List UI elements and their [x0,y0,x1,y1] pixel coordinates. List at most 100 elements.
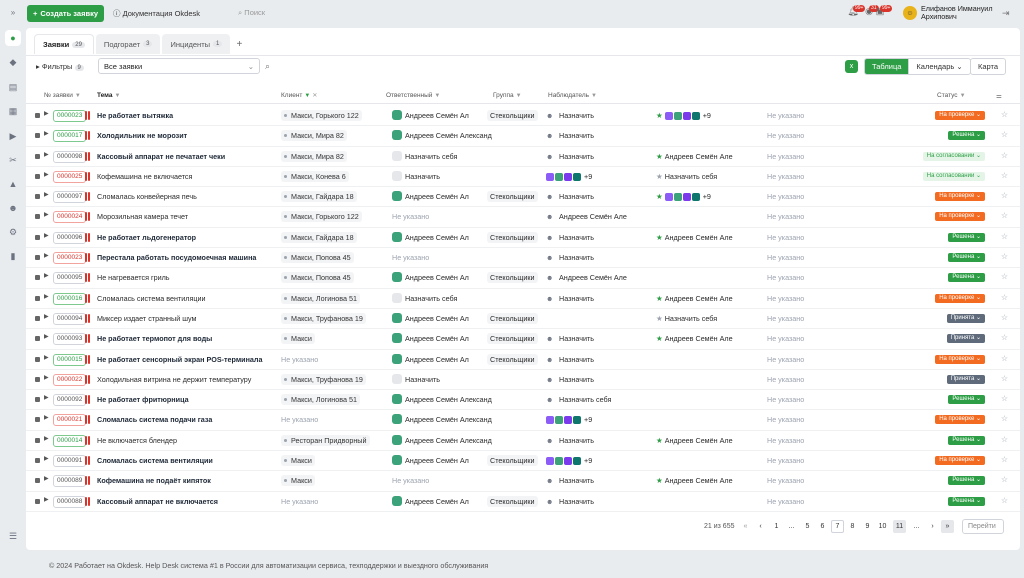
filter-active-icon[interactable]: ▼ [304,93,311,99]
favorite-star-icon[interactable]: ☆ [1000,292,1008,302]
request-number[interactable]: 0000088 [53,495,87,508]
inbox-icon[interactable]: ▣ 99+ [875,5,893,16]
table-row[interactable]: ▶ 0000092 Не работает фритюрница Макси, Лог… [26,390,1020,411]
view-calendar-button[interactable]: Календарь ⌄ [916,62,963,71]
responsible-cell[interactable]: Андреев Семён Ал [392,191,469,202]
responsible-cell[interactable]: Андреев Семён Ал [392,495,469,507]
table-row[interactable]: ▶ 0000017 Холодильник не морозит Макси, Мир… [26,126,1020,147]
table-row[interactable]: ▶ 0000023 Не работает вытяжка Макси, Горько… [26,106,1020,127]
watcher-cell[interactable]: ★ Андреев Семён Але [656,293,733,303]
request-theme[interactable]: Не работает фритюрница [97,395,189,405]
table-row[interactable]: ▶ 0000014 Не включается блендер Ресторан Пр… [26,431,1020,452]
responsible-cell[interactable]: Андреев Семён Ал [392,455,469,466]
request-number[interactable]: 0000017 [53,130,87,143]
notifications-icon[interactable]: 🔔︎ 99+ [847,5,866,16]
status-badge[interactable]: Принята ⌄ [946,313,985,323]
client-cell[interactable]: Не указано [281,354,319,364]
observer-cell[interactable]: ☻ Назначить [546,111,595,120]
table-row[interactable]: ▶ 0000097 Сломалась конвейерная печь Макси,… [26,187,1020,208]
filter-icon[interactable]: ▼ [959,93,966,99]
responsible-cell[interactable]: Не указано [392,253,430,263]
status-badge[interactable]: На согласовании ⌄ [922,151,985,161]
group-cell[interactable]: Стекольщики [487,312,538,324]
page-6[interactable]: 6 [820,523,825,530]
watcher-cell[interactable]: ★ Андреев Семён Але [656,151,733,161]
client-cell[interactable]: Макси, Гайдара 18 [281,231,357,243]
request-number[interactable]: 0000091 [53,455,87,468]
col-responsible[interactable]: Ответственный ▼ [386,92,441,99]
col-number[interactable]: № заявки ▼ [44,92,81,99]
col-theme[interactable]: Тема ▼ [97,92,121,99]
status-badge[interactable]: На проверке ⌄ [935,111,985,120]
group-cell[interactable]: Стекольщики [487,333,538,345]
request-number[interactable]: 0000025 [53,170,87,183]
observer-cell[interactable]: ☻ Назначить [546,232,595,242]
expand-row-icon[interactable]: ▶ [44,151,49,158]
clear-filter-icon[interactable]: ✕ [312,93,318,99]
responsible-cell[interactable]: Андреев Семён Ал [392,333,469,344]
expand-sidebar-icon[interactable]: » [10,7,16,17]
observer-cell[interactable]: ☻ Андреев Семён Але [546,212,627,222]
observer-cell[interactable]: +9 [546,455,592,468]
table-row[interactable]: ▶ 0000022 Холодильная витрина не держит те… [26,370,1020,391]
expand-row-icon[interactable]: ▶ [44,273,49,280]
sidebar-item-documents[interactable]: ▤ [5,79,21,95]
favorite-star-icon[interactable]: ☆ [1000,495,1008,505]
sidebar-item-configure[interactable]: ☰ [5,528,21,544]
request-number[interactable]: 0000094 [53,312,87,325]
page-1[interactable]: 1 [774,523,779,530]
favorite-star-icon[interactable]: ☆ [1000,191,1008,201]
client-cell[interactable]: Макси [281,475,315,487]
goto-page-input[interactable]: Перейти [962,519,1004,534]
view-table-button[interactable]: Таблица [865,59,910,74]
favorite-star-icon[interactable]: ☆ [1000,414,1008,424]
responsible-cell[interactable]: Андреев Семён Александрович [392,434,492,446]
request-theme[interactable]: Холодильник не морозит [97,131,188,141]
status-badge[interactable]: На проверке ⌄ [935,293,985,303]
table-row[interactable]: ▶ 0000094 Миксер издает странный шум Макси,… [26,309,1020,330]
expand-row-icon[interactable]: ▶ [44,456,49,463]
request-theme[interactable]: Кассовый аппарат не включается [97,496,218,506]
expand-row-icon[interactable]: ▶ [44,435,49,442]
filter-icon[interactable]: ▼ [114,93,121,99]
group-cell[interactable]: Стекольщики [487,455,538,467]
favorite-star-icon[interactable]: ☆ [1000,272,1008,282]
client-cell[interactable]: Макси, Логинова 51 [281,292,360,304]
responsible-cell[interactable]: Назначить [392,170,440,182]
filter-icon[interactable]: ▼ [74,93,81,99]
favorite-star-icon[interactable]: ☆ [1000,455,1008,465]
filter-icon[interactable]: ▼ [515,93,522,99]
client-cell[interactable]: Макси, Логинова 51 [281,394,360,406]
tab-incidents[interactable]: Инциденты 1 [162,34,231,54]
table-row[interactable]: ▶ 0000088 Кассовый аппарат не включается Не… [26,492,1020,512]
table-row[interactable]: ▶ 0000025 Кофемашина не включается Макси, К… [26,167,1020,188]
page-10[interactable]: 10 [878,523,887,530]
favorite-star-icon[interactable]: ☆ [1000,353,1008,363]
observer-cell[interactable]: ☻ Назначить [546,435,595,445]
group-cell[interactable]: Стекольщики [487,110,538,121]
filter-icon[interactable]: ▼ [591,93,597,99]
request-theme[interactable]: Кассовый аппарат не печатает чеки [97,151,226,161]
client-cell[interactable]: Макси, Конева 6 [281,170,349,182]
favorite-star-icon[interactable]: ☆ [1000,150,1008,160]
status-badge[interactable]: Решена ⌄ [948,273,985,283]
favorite-star-icon[interactable]: ☆ [1000,252,1008,262]
table-row[interactable]: ▶ 0000021 Сломалась система подачи газа Не … [26,410,1020,431]
expand-row-icon[interactable]: ▶ [44,476,49,483]
responsible-cell[interactable]: Назначить себя [392,292,457,304]
request-theme[interactable]: Кофемашина не включается [97,171,193,181]
client-cell[interactable]: Не указано [281,496,319,506]
page-11[interactable]: 11 [893,520,906,533]
status-badge[interactable]: На проверке ⌄ [935,192,985,202]
add-tab-button[interactable]: + [236,38,243,50]
col-status[interactable]: Статус ▼ [937,92,966,99]
excel-export-icon[interactable]: x [845,60,858,73]
request-theme[interactable]: Холодильная витрина не держит температур… [97,374,252,384]
page-8[interactable]: 8 [850,523,855,530]
request-number[interactable]: 0000095 [53,272,87,285]
status-badge[interactable]: На проверке ⌄ [935,354,985,364]
group-cell[interactable]: Стекольщики [487,231,538,243]
table-row[interactable]: ▶ 0000015 Не работает сенсорный экран POS-… [26,350,1020,370]
request-number[interactable]: 0000098 [53,150,87,163]
mentions-icon[interactable]: ◉ 31 [865,5,879,16]
